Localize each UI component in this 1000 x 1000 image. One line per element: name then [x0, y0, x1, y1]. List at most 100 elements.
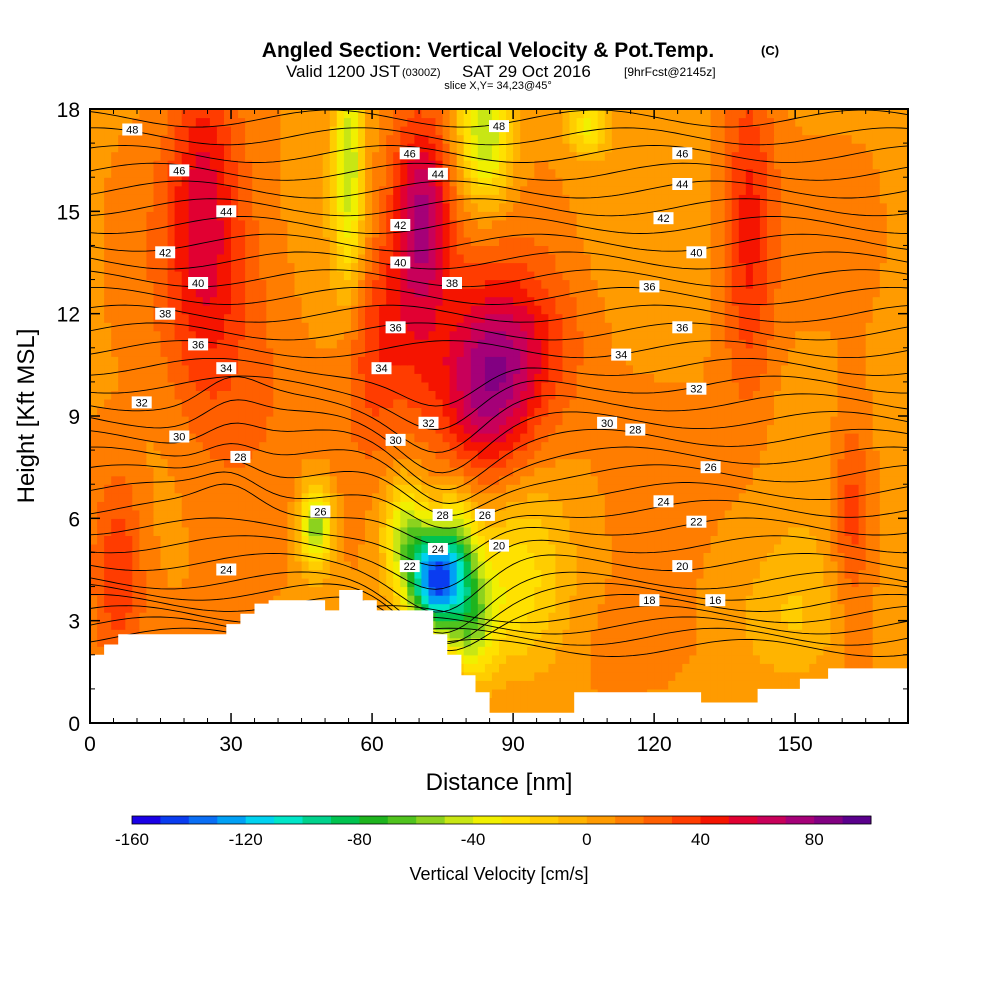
- heatmap-cell: [372, 373, 380, 383]
- heatmap-cell: [767, 450, 775, 460]
- heatmap-cell: [576, 569, 585, 579]
- heatmap-cell: [633, 663, 641, 673]
- heatmap-cell: [132, 390, 140, 400]
- heatmap-cell: [259, 586, 267, 596]
- heatmap-cell: [520, 450, 528, 460]
- heatmap-cell: [308, 535, 317, 545]
- heatmap-cell: [682, 424, 690, 434]
- heatmap-cell: [689, 450, 698, 460]
- heatmap-cell: [604, 373, 613, 383]
- heatmap-cell: [752, 398, 761, 408]
- heatmap-cell: [287, 398, 296, 408]
- heatmap-cell: [844, 612, 853, 622]
- heatmap-cell: [125, 467, 133, 477]
- heatmap-cell: [774, 364, 782, 374]
- heatmap-cell: [153, 509, 162, 519]
- heatmap-cell: [703, 612, 712, 622]
- heatmap-cell: [583, 535, 592, 545]
- heatmap-cell: [449, 646, 458, 656]
- heatmap-cell: [668, 543, 676, 553]
- heatmap-cell: [195, 620, 204, 630]
- heatmap-cell: [167, 407, 176, 417]
- heatmap-cell: [202, 484, 211, 494]
- heatmap-cell: [167, 620, 176, 630]
- heatmap-cell: [731, 654, 740, 664]
- heatmap-cell: [767, 671, 775, 681]
- heatmap-cell: [308, 381, 317, 391]
- heatmap-cell: [625, 595, 634, 605]
- heatmap-cell: [139, 407, 148, 417]
- heatmap-cell: [788, 646, 796, 656]
- heatmap-cell: [167, 416, 176, 426]
- heatmap-cell: [872, 433, 881, 443]
- heatmap-cell: [682, 458, 690, 468]
- heatmap-cell: [153, 441, 162, 451]
- heatmap-cell: [618, 535, 627, 545]
- heatmap-cell: [541, 381, 549, 391]
- heatmap-cell: [696, 373, 705, 383]
- heatmap-cell: [146, 595, 155, 605]
- heatmap-cell: [738, 646, 747, 656]
- heatmap-cell: [534, 705, 542, 715]
- heatmap-cell: [132, 586, 140, 596]
- heatmap-cell: [731, 373, 740, 383]
- heatmap-cell: [541, 705, 549, 715]
- heatmap-cell: [379, 535, 387, 545]
- heatmap-cell: [837, 518, 846, 528]
- heatmap-cell: [294, 356, 303, 366]
- heatmap-cell: [767, 595, 775, 605]
- heatmap-cell: [541, 595, 549, 605]
- heatmap-cell: [499, 509, 507, 519]
- heatmap-cell: [675, 416, 683, 426]
- heatmap-cell: [308, 424, 317, 434]
- heatmap-cell: [548, 484, 557, 494]
- heatmap-cell: [308, 458, 317, 468]
- heatmap-cell: [146, 629, 155, 639]
- heatmap-cell: [386, 561, 394, 571]
- heatmap-cell: [414, 552, 423, 562]
- heatmap-cell: [90, 450, 98, 460]
- heatmap-cell: [470, 654, 479, 664]
- heatmap-cell: [139, 424, 148, 434]
- heatmap-cell: [696, 458, 705, 468]
- heatmap-cell: [329, 543, 338, 553]
- heatmap-cell: [555, 526, 564, 536]
- heatmap-cell: [527, 501, 535, 511]
- heatmap-cell: [668, 475, 676, 485]
- heatmap-cell: [442, 458, 451, 468]
- heatmap-cell: [597, 381, 606, 391]
- heatmap-cell: [717, 475, 726, 485]
- heatmap-cell: [322, 390, 331, 400]
- heatmap-cell: [900, 492, 908, 502]
- heatmap-cell: [816, 433, 824, 443]
- heatmap-cell: [350, 416, 359, 426]
- heatmap-cell: [358, 475, 366, 485]
- heatmap-cell: [273, 501, 281, 511]
- heatmap-cell: [738, 688, 747, 698]
- heatmap-cell: [245, 416, 253, 426]
- heatmap-cell: [675, 578, 683, 588]
- heatmap-cell: [597, 671, 606, 681]
- heatmap-cell: [710, 654, 719, 664]
- heatmap-cell: [548, 356, 557, 366]
- heatmap-cell: [682, 407, 690, 417]
- heatmap-cell: [386, 578, 394, 588]
- heatmap-cell: [322, 526, 331, 536]
- heatmap-cell: [209, 390, 218, 400]
- heatmap-cell: [224, 526, 232, 536]
- heatmap-cell: [329, 475, 338, 485]
- heatmap-cell: [900, 595, 908, 605]
- heatmap-cell: [146, 441, 155, 451]
- heatmap-cell: [767, 398, 775, 408]
- heatmap-cell: [301, 543, 310, 553]
- heatmap-cell: [583, 467, 592, 477]
- heatmap-cell: [379, 543, 387, 553]
- heatmap-cell: [682, 637, 690, 647]
- heatmap-cell: [224, 552, 232, 562]
- heatmap-cell: [209, 398, 218, 408]
- heatmap-cell: [513, 620, 521, 630]
- heatmap-cell: [555, 663, 564, 673]
- heatmap-cell: [322, 595, 331, 605]
- heatmap-cell: [245, 603, 253, 613]
- heatmap-cell: [435, 381, 444, 391]
